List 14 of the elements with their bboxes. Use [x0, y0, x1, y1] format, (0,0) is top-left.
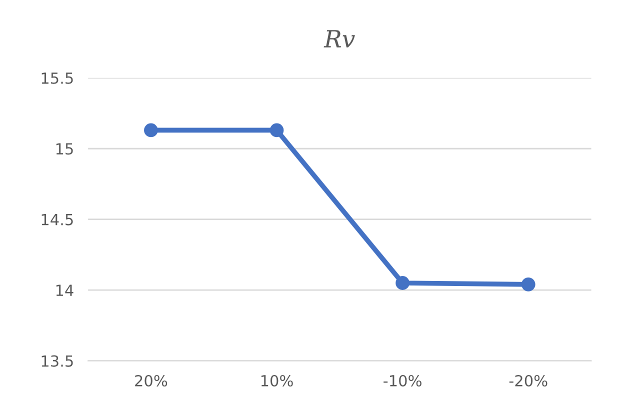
x-tick-label: -20% [509, 374, 548, 387]
x-tick-label: -10% [384, 374, 422, 387]
point [521, 277, 536, 292]
y-tick-label: 15 [56, 143, 73, 155]
y-tick-label: 15.5 [42, 72, 73, 84]
y-tick-label: 13.5 [42, 355, 73, 367]
point [144, 123, 158, 138]
y-tick-label: 14.5 [42, 214, 73, 226]
x-tick-label: 10% [261, 374, 293, 387]
point [396, 276, 410, 290]
point [270, 123, 284, 138]
x-tick-label: 20% [135, 374, 168, 387]
chart-title: Rv [324, 30, 355, 48]
y-tick-label: 14 [56, 284, 74, 296]
